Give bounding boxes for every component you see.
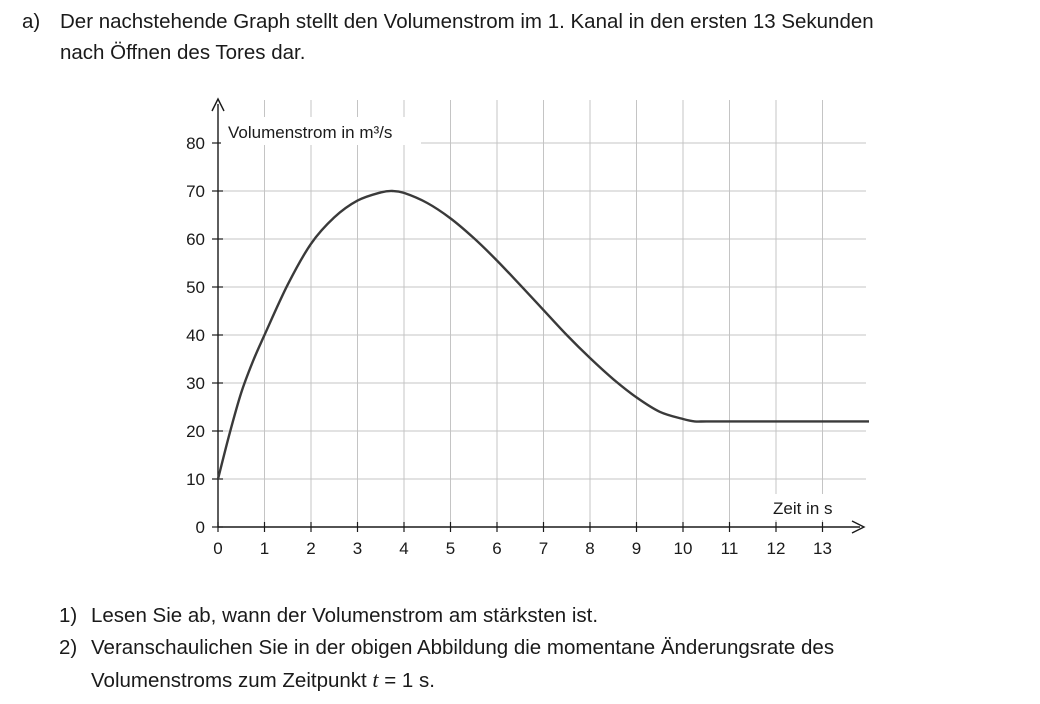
question-2-text-pre: Volumenstroms zum Zeitpunkt	[91, 669, 373, 692]
x-tick-label: 4	[399, 539, 408, 558]
task-intro-line-2: nach Öffnen des Tores dar.	[60, 41, 306, 64]
question-2-variable: t	[372, 667, 379, 692]
x-tick-label: 10	[674, 539, 693, 558]
x-tick-label: 2	[306, 539, 315, 558]
x-tick-label: 0	[213, 539, 222, 558]
question-2-number: 2)	[59, 636, 78, 659]
question-1: 1) Lesen Sie ab, wann der Volumenstrom a…	[59, 600, 1019, 632]
x-tick-label: 9	[632, 539, 641, 558]
question-2-text-line-2: Volumenstroms zum Zeitpunkt t = 1 s.	[91, 664, 1019, 697]
y-tick-label: 50	[186, 278, 205, 297]
x-tick-label: 7	[539, 539, 548, 558]
y-tick-label: 70	[186, 182, 205, 201]
x-tick-label: 8	[585, 539, 594, 558]
task-label: a)	[22, 10, 41, 33]
question-2: 2) Veranschaulichen Sie in der obigen Ab…	[59, 632, 1019, 697]
x-axis-title: Zeit in s	[773, 499, 833, 518]
y-axis-title: Volumenstrom in m³/s	[228, 123, 392, 142]
question-2-text-post: = 1 s.	[378, 669, 435, 692]
ylabel-background	[221, 117, 421, 145]
grid	[218, 100, 866, 527]
x-tick-label: 13	[813, 539, 832, 558]
x-tick-label: 3	[353, 539, 362, 558]
axis-labels: Volumenstrom in m³/s Zeit in s	[221, 117, 844, 520]
x-axis-arrow	[851, 520, 866, 534]
y-tick-label: 10	[186, 470, 205, 489]
x-tick-label: 1	[260, 539, 269, 558]
x-tick-label: 12	[767, 539, 786, 558]
task-intro: Der nachstehende Graph stellt den Volume…	[60, 6, 1000, 68]
y-tick-label: 0	[196, 518, 205, 537]
volume-flow-curve	[216, 189, 869, 480]
y-tick-label: 20	[186, 422, 205, 441]
y-tick-label: 60	[186, 230, 205, 249]
question-1-text: Lesen Sie ab, wann der Volumenstrom am s…	[91, 604, 599, 627]
questions: 1) Lesen Sie ab, wann der Volumenstrom a…	[59, 600, 1019, 697]
x-tick-label: 6	[492, 539, 501, 558]
task-intro-line-1: Der nachstehende Graph stellt den Volume…	[60, 10, 874, 33]
y-tick-label: 40	[186, 326, 205, 345]
xlabel-background	[768, 494, 844, 520]
y-tick-label: 30	[186, 374, 205, 393]
y-axis-arrow	[211, 97, 225, 112]
question-1-number: 1)	[59, 604, 78, 627]
x-tick-label: 5	[446, 539, 455, 558]
question-2-text-line-1: Veranschaulichen Sie in der obigen Abbil…	[91, 636, 835, 659]
series-layer	[216, 189, 869, 480]
y-tick-label: 80	[186, 134, 205, 153]
x-tick-label: 11	[721, 539, 739, 558]
